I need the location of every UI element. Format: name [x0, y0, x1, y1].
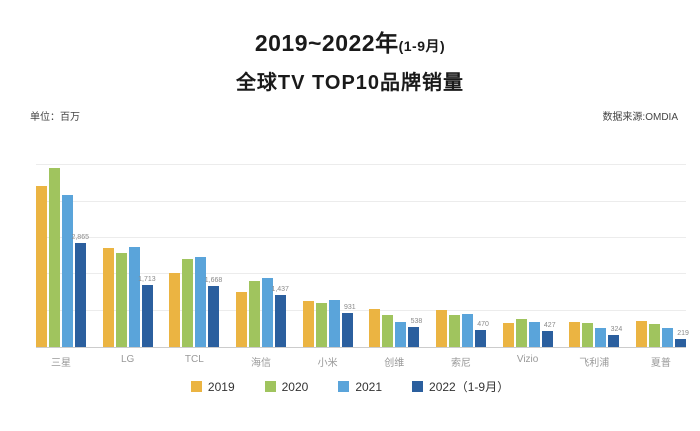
data-source-label: 数据来源:OMDIA	[602, 112, 678, 123]
bar-2019-Vizio	[502, 323, 514, 347]
bar-value-label: 1,713	[138, 276, 156, 283]
bar-2022-飞利浦	[608, 335, 620, 347]
x-axis-label-海信: 海信	[250, 358, 271, 369]
bar-2020-创维	[382, 315, 394, 347]
bar-2021-海信	[261, 278, 273, 347]
bar-group-TCL: 1,668 TCL	[169, 140, 222, 365]
bar-2020-LG	[115, 253, 127, 347]
bar-2022-索尼	[474, 330, 486, 347]
bar-2020-小米	[315, 303, 327, 347]
bar-2022-三星	[75, 243, 86, 347]
bar-value-label: 219	[677, 330, 689, 337]
bar-value-label: 538	[410, 318, 423, 325]
bar-2019-飞利浦	[569, 322, 581, 347]
bar-2021-LG	[128, 247, 140, 347]
bar-2020-三星	[49, 168, 60, 347]
chart-title-block: 2019~2022年(1-9月) 全球TV TOP10品牌销量	[0, 24, 700, 95]
x-axis-label-夏普: 夏普	[650, 358, 671, 369]
bar-2021-三星	[62, 195, 73, 347]
bar-2020-TCL	[182, 259, 194, 347]
legend-swatch	[412, 381, 424, 392]
bar-group-索尼: 470 索尼	[435, 140, 489, 369]
bar-value-label: 931	[343, 304, 356, 311]
bar-2022-小米	[341, 313, 353, 347]
bar-group-飞利浦: 324 飞利浦	[569, 140, 622, 369]
bar-2021-Vizio	[528, 322, 540, 347]
x-axis-label-飞利浦: 飞利浦	[579, 358, 610, 369]
chart-title-year-range: 2019~2022年	[254, 30, 399, 56]
chart-title-line1: 2019~2022年(1-9月)	[0, 24, 700, 58]
bar-2022-海信	[274, 295, 286, 347]
bar-value-label: 1,437	[271, 286, 289, 293]
bar-2020-海信	[248, 281, 260, 347]
bar-2019-海信	[235, 292, 247, 347]
legend-item-2019: 2019	[190, 379, 235, 394]
bar-2022-LG	[141, 285, 153, 347]
bar-2020-索尼	[448, 315, 460, 347]
chart-title-line2: 全球TV TOP10品牌销量	[235, 72, 465, 94]
bar-group-Vizio: 427 Vizio	[502, 140, 556, 365]
legend-label: 2021	[355, 379, 383, 394]
x-axis-label-索尼: 索尼	[450, 358, 471, 369]
x-axis-label-TCL: TCL	[184, 354, 204, 365]
bar-2021-飞利浦	[595, 328, 607, 347]
bar-2019-三星	[36, 186, 47, 347]
bar-group-海信: 1,437 海信	[235, 140, 289, 369]
x-axis-label-三星: 三星	[51, 358, 71, 369]
bar-2022-TCL	[208, 286, 220, 347]
bar-value-label: 1,668	[204, 277, 223, 284]
legend-label: 2022（1-9月）	[429, 380, 510, 394]
legend-swatch	[338, 381, 350, 392]
legend-swatch	[264, 381, 276, 392]
bar-2019-小米	[302, 301, 314, 347]
x-axis-label-LG: LG	[120, 354, 135, 365]
bar-2021-创维	[395, 322, 407, 347]
bar-2020-夏普	[648, 324, 660, 347]
bar-2019-夏普	[635, 321, 647, 347]
bar-group-小米: 931 小米	[302, 140, 356, 369]
bar-2019-创维	[369, 309, 381, 347]
bar-group-三星: 2,865 三星	[36, 140, 89, 369]
bar-2019-LG	[102, 248, 114, 347]
bar-value-label: 324	[610, 326, 623, 333]
bar-2022-夏普	[674, 339, 686, 347]
bar-group-创维: 538 创维	[369, 140, 422, 369]
chart-title-period: (1-9月)	[398, 38, 446, 54]
bar-2021-索尼	[461, 314, 473, 347]
bar-group-夏普: 219 夏普	[635, 140, 689, 369]
bar-2020-飞利浦	[582, 323, 594, 347]
bar-2022-创维	[408, 327, 420, 347]
bar-group-LG: 1,713 LG	[102, 140, 156, 365]
bar-2022-Vizio	[541, 331, 553, 347]
legend-item-2022: 2022（1-9月）	[412, 378, 509, 395]
bar-value-label: 470	[477, 321, 489, 328]
bar-2021-小米	[328, 300, 340, 347]
bar-2019-索尼	[435, 310, 447, 347]
legend-item-2021: 2021	[338, 380, 382, 394]
legend-swatch	[190, 381, 202, 392]
bar-2021-夏普	[661, 328, 673, 347]
unit-label: 单位：百万	[30, 112, 80, 123]
bar-2021-TCL	[195, 257, 207, 347]
legend-label: 2019	[207, 379, 235, 394]
bar-value-label: 2,865	[71, 234, 89, 241]
legend-item-2020: 2020	[264, 379, 309, 394]
bar-2020-Vizio	[515, 319, 527, 347]
bar-2019-TCL	[169, 273, 181, 347]
chart-legend: 2019 2020 2021 2022（1-9月）	[0, 378, 700, 395]
x-axis-label-创维: 创维	[384, 358, 405, 369]
bar-chart-plot-area: 2,865 三星 1,713 LG 1,668 TCL 1,437 海信 931 小米 538 创维 4…	[36, 140, 689, 369]
bar-value-label: 427	[543, 322, 556, 329]
x-axis-label-小米: 小米	[317, 358, 338, 369]
x-axis-label-Vizio: Vizio	[516, 354, 539, 365]
legend-label: 2020	[281, 379, 309, 394]
